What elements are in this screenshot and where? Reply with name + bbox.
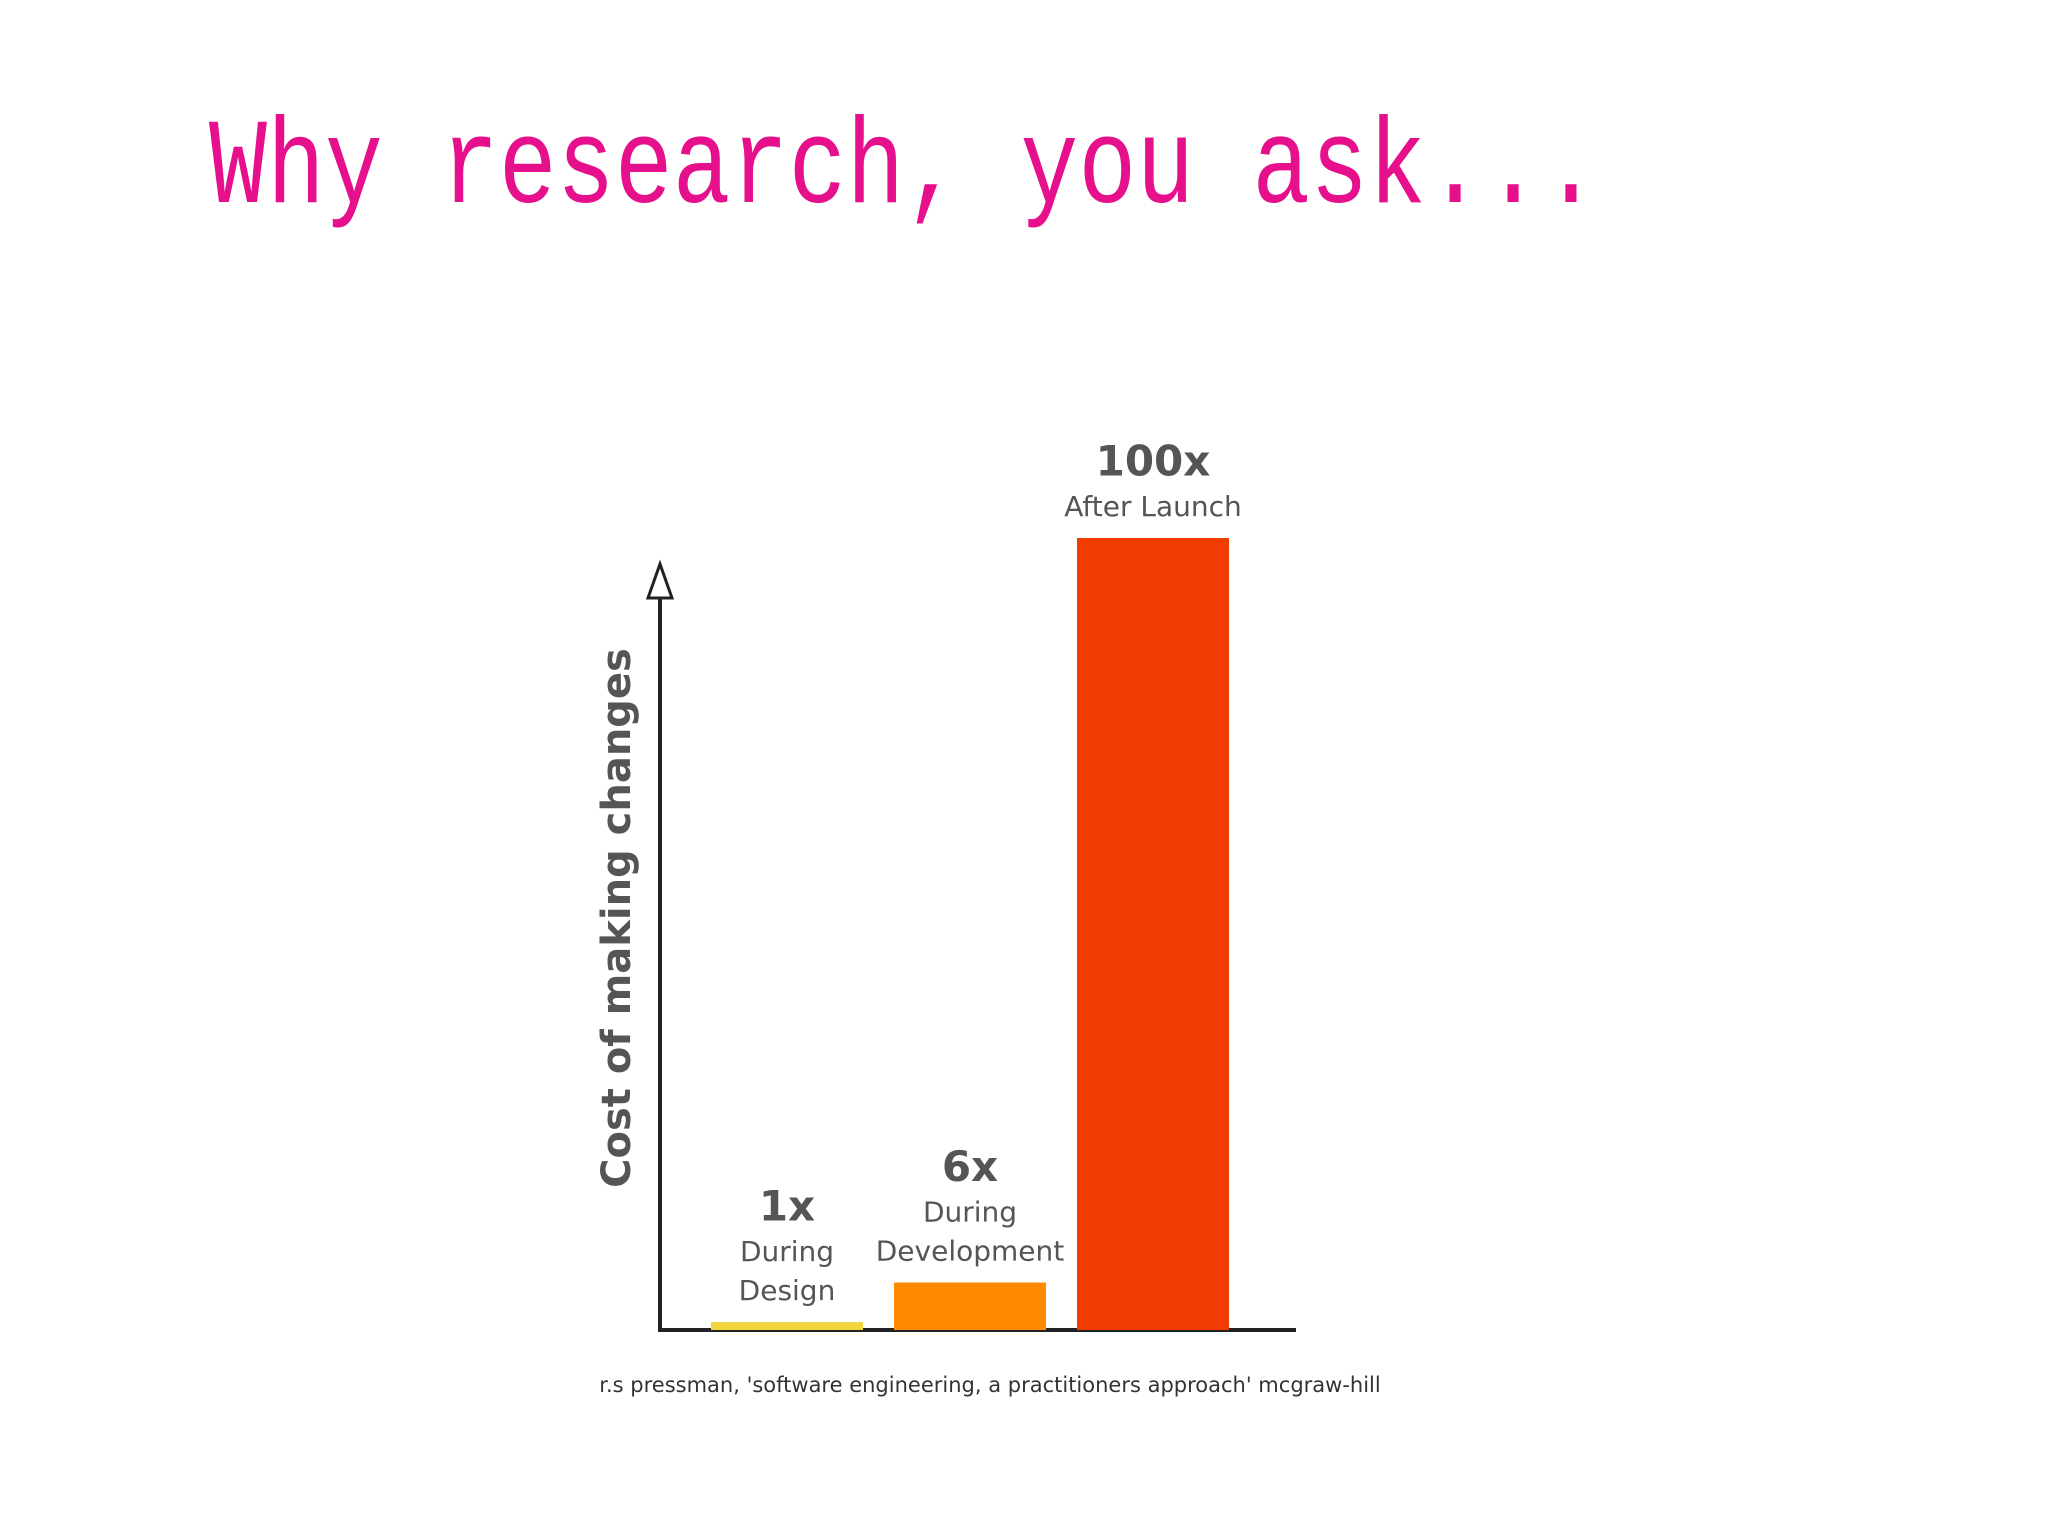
category-line: During [923,1195,1017,1228]
source-note: r.s pressman, 'software engineering, a p… [599,1373,1380,1397]
chart-title: Why research, you ask... [209,100,1600,239]
value-label: 1x [759,1182,815,1231]
y-axis-label: Cost of making changes [594,648,640,1188]
category-label: During Development [876,1195,1065,1267]
value-label: 6x [942,1142,998,1191]
category-line: After Launch [1064,490,1242,523]
category-line: Design [739,1274,836,1307]
bar [711,1322,863,1330]
category-label: After Launch [1064,490,1242,523]
category-label: During Design [739,1235,836,1307]
value-label: 100x [1096,437,1211,486]
bar [894,1282,1046,1330]
category-line: Development [876,1234,1065,1267]
bar [1077,538,1229,1330]
category-line: During [740,1235,834,1268]
y-axis-arrow [645,559,675,600]
